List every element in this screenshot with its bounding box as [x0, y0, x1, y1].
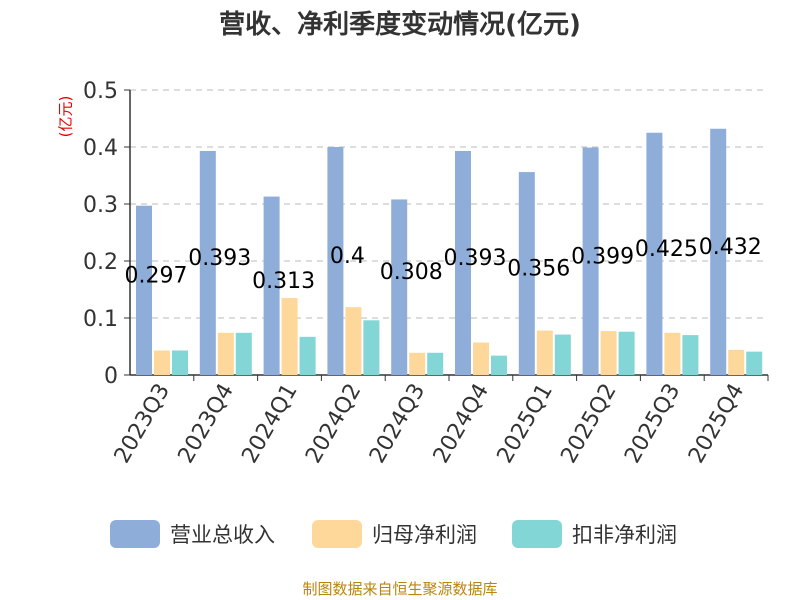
legend-label-deducted-profit: 扣非净利润 [572, 523, 677, 547]
legend-swatch-revenue [110, 520, 160, 548]
y-tick-label: 0.2 [83, 250, 118, 275]
data-label: 0.393 [188, 246, 251, 271]
data-label: 0.308 [380, 260, 443, 285]
bar-net-profit [345, 307, 362, 375]
bar-net-profit [217, 332, 234, 375]
bar-net-profit [473, 342, 489, 375]
x-tick-label: 2023Q3 [110, 380, 175, 468]
bar-revenue [136, 205, 152, 375]
bar-net-profit [600, 331, 617, 375]
x-tick-label: 2025Q2 [556, 380, 621, 468]
legend-swatch-net-profit [312, 520, 362, 548]
bar-revenue [710, 128, 727, 375]
data-label: 0.4 [330, 244, 365, 269]
chart-title: 营收、净利季度变动情况(亿元) [219, 10, 581, 40]
bar-deducted-profit [235, 332, 252, 375]
data-label: 0.313 [252, 269, 315, 294]
data-label: 0.393 [444, 246, 507, 271]
x-tick-label: 2025Q3 [620, 380, 685, 468]
data-source-note: 制图数据来自恒生聚源数据库 [302, 580, 498, 598]
legend-swatch-deducted-profit [512, 520, 562, 548]
bar-net-profit [664, 332, 681, 375]
data-label: 0.399 [571, 244, 634, 269]
bar-net-profit [536, 330, 553, 375]
bar-deducted-profit [491, 355, 507, 375]
y-tick-label: 0.4 [83, 136, 118, 161]
bar-deducted-profit [172, 350, 188, 375]
bar-revenue [391, 199, 408, 375]
bar-deducted-profit [363, 320, 380, 375]
bar-deducted-profit [427, 352, 444, 375]
bar-revenue [263, 196, 280, 375]
data-label: 0.425 [635, 237, 698, 262]
legend-label-net-profit: 归母净利润 [372, 523, 477, 547]
bar-revenue [518, 172, 535, 375]
bar-revenue [327, 147, 344, 375]
data-label: 0.356 [507, 257, 570, 282]
y-tick-label: 0 [104, 364, 118, 389]
bar-net-profit [728, 349, 745, 375]
x-tick-label: 2025Q1 [493, 380, 558, 468]
bar-revenue [646, 132, 663, 375]
bar-net-profit [409, 352, 426, 375]
x-tick-label: 2024Q2 [301, 380, 366, 468]
legend-item-revenue[interactable]: 营业总收入 [110, 519, 275, 549]
bar-deducted-profit [746, 351, 763, 375]
legend-item-deducted-profit[interactable]: 扣非净利润 [512, 519, 677, 549]
y-tick-label: 0.1 [83, 307, 118, 332]
x-tick-label: 2024Q3 [365, 379, 430, 467]
x-tick-label: 2024Q1 [237, 380, 302, 468]
x-tick-label: 2024Q4 [429, 380, 494, 468]
bar-net-profit [281, 298, 298, 375]
y-tick-label: 0.3 [83, 193, 118, 218]
y-tick-label: 0.5 [83, 79, 118, 104]
bar-deducted-profit [554, 334, 571, 375]
bar-revenue [582, 147, 599, 375]
data-label: 0.297 [125, 263, 188, 288]
bar-revenue [199, 150, 216, 375]
legend-item-net-profit[interactable]: 归母净利润 [312, 519, 477, 549]
data-label: 0.432 [699, 235, 762, 260]
legend-label-revenue: 营业总收入 [170, 523, 275, 547]
bar-deducted-profit [299, 336, 316, 375]
bar-net-profit [154, 350, 170, 375]
bar-revenue [455, 150, 471, 375]
bar-deducted-profit [682, 335, 699, 375]
x-tick-label: 2023Q4 [174, 380, 239, 468]
x-tick-label: 2025Q4 [684, 380, 749, 468]
bar-deducted-profit [618, 331, 635, 375]
